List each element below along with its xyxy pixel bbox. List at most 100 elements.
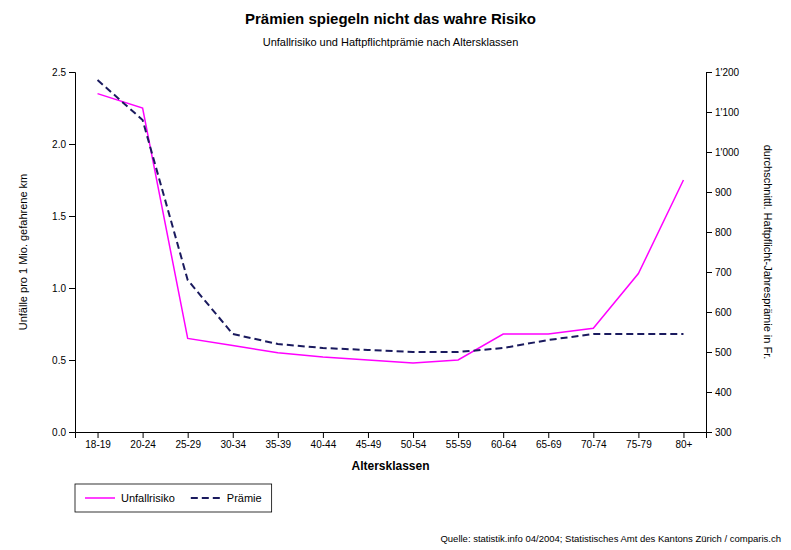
tick-mark: [706, 152, 712, 153]
legend-item: Prämie: [191, 492, 262, 504]
y2-tick: 1'100: [706, 107, 740, 118]
plot: 18-19 20-24 25-29 30-34 35-39 40-44 45-49 50-54…: [17, 67, 774, 473]
tick-label: 75-79: [626, 439, 652, 450]
tick-label: 0.5: [52, 355, 66, 366]
tick-mark: [188, 432, 189, 438]
y-tick: 0.5: [52, 355, 75, 366]
tick-label: 45-49: [356, 439, 382, 450]
legend-box: [75, 484, 272, 512]
tick-mark: [323, 432, 324, 438]
tick-label: 700: [715, 267, 732, 278]
tick-label: 2.0: [52, 139, 66, 150]
y-tick: 1.5: [52, 211, 75, 222]
x-tick: 50-54: [401, 432, 427, 450]
tick-label: 65-69: [536, 439, 562, 450]
x-axis: 18-19 20-24 25-29 30-34 35-39 40-44 45-49 50-54…: [76, 432, 707, 450]
tick-label: 1'200: [715, 67, 740, 78]
y2-tick: 1'200: [706, 67, 740, 78]
x-tick: 65-69: [536, 432, 562, 450]
tick-mark: [638, 432, 639, 438]
chart: 18-19 20-24 25-29 30-34 35-39 40-44 45-49 50-54…: [0, 0, 791, 550]
x-tick: 60-64: [491, 432, 517, 450]
tick-mark: [413, 432, 414, 438]
legend-label: Unfallrisiko: [121, 492, 175, 504]
y2-tick: 900: [706, 187, 732, 198]
tick-mark: [706, 272, 712, 273]
x-tick: 20-24: [130, 432, 156, 450]
tick-label: 80+: [675, 439, 692, 450]
tick-label: 800: [715, 227, 732, 238]
tick-mark: [706, 232, 712, 233]
tick-mark: [69, 360, 75, 361]
tick-mark: [233, 432, 234, 438]
y2-tick: 500: [706, 347, 732, 358]
y2-axis: 3004005006007008009001'0001'1001'200: [706, 67, 740, 438]
legend-label: Prämie: [227, 492, 262, 504]
y2-tick: 400: [706, 387, 732, 398]
y2-tick: 700: [706, 267, 732, 278]
tick-label: 500: [715, 347, 732, 358]
tick-mark: [278, 432, 279, 438]
x-tick: 25-29: [175, 432, 201, 450]
tick-label: 900: [715, 187, 732, 198]
tick-label: 2.5: [52, 67, 66, 78]
tick-mark: [143, 432, 144, 438]
legend-item: Unfallrisiko: [85, 492, 175, 504]
axis-line: [76, 433, 707, 439]
y2-axis-title: durchschnittl. Haftpflicht-Jahresprämie …: [762, 145, 774, 360]
tick-label: 20-24: [130, 439, 156, 450]
y2-tick: 800: [706, 227, 732, 238]
tick-mark: [706, 352, 712, 353]
x-tick: 40-44: [311, 432, 337, 450]
tick-mark: [706, 72, 712, 73]
tick-mark: [503, 432, 504, 438]
x-tick: 55-59: [446, 432, 472, 450]
tick-label: 1'100: [715, 107, 740, 118]
tick-label: 1.0: [52, 283, 66, 294]
tick-mark: [458, 432, 459, 438]
tick-mark: [69, 216, 75, 217]
tick-label: 70-74: [581, 439, 607, 450]
tick-label: 30-34: [220, 439, 246, 450]
y-axis-title: Unfälle pro 1 Mio. gefahrene km: [17, 174, 29, 331]
legend-swatch: [191, 497, 221, 499]
x-tick: 80+: [675, 432, 692, 450]
tick-mark: [593, 432, 594, 438]
tick-mark: [706, 192, 712, 193]
series-line: [98, 94, 684, 363]
tick-mark: [683, 432, 684, 438]
y2-tick: 600: [706, 307, 732, 318]
y-tick: 2.5: [52, 67, 75, 78]
tick-mark: [69, 72, 75, 73]
x-tick: 75-79: [626, 432, 652, 450]
tick-label: 1.5: [52, 211, 66, 222]
y-tick: 1.0: [52, 283, 75, 294]
source: Quelle: statistik.info 04/2004; Statisti…: [440, 533, 781, 544]
y-tick: 0.0: [52, 427, 75, 438]
title: Prämien spiegeln nicht das wahre Risiko: [245, 10, 536, 27]
lines: [98, 80, 684, 363]
x-tick: 18-19: [85, 432, 111, 450]
tick-label: 0.0: [52, 427, 66, 438]
tick-label: 400: [715, 387, 732, 398]
tick-mark: [98, 432, 99, 438]
tick-mark: [706, 312, 712, 313]
tick-mark: [69, 288, 75, 289]
x-tick: 35-39: [266, 432, 292, 450]
tick-mark: [368, 432, 369, 438]
y-axis: 0.0 0.5 1.0 1.5 2.0 2.5: [52, 67, 75, 438]
tick-mark: [706, 432, 712, 433]
tick-label: 60-64: [491, 439, 517, 450]
tick-mark: [548, 432, 549, 438]
tick-label: 300: [715, 427, 732, 438]
tick-label: 40-44: [311, 439, 337, 450]
tick-mark: [69, 144, 75, 145]
tick-mark: [706, 392, 712, 393]
x-tick: 45-49: [356, 432, 382, 450]
legend-swatch: [85, 497, 115, 499]
tick-label: 35-39: [266, 439, 292, 450]
series-line: [98, 80, 684, 352]
tick-label: 25-29: [175, 439, 201, 450]
tick-label: 50-54: [401, 439, 427, 450]
subtitle: Unfallrisiko und Haftpflichtprämie nach …: [263, 36, 519, 48]
